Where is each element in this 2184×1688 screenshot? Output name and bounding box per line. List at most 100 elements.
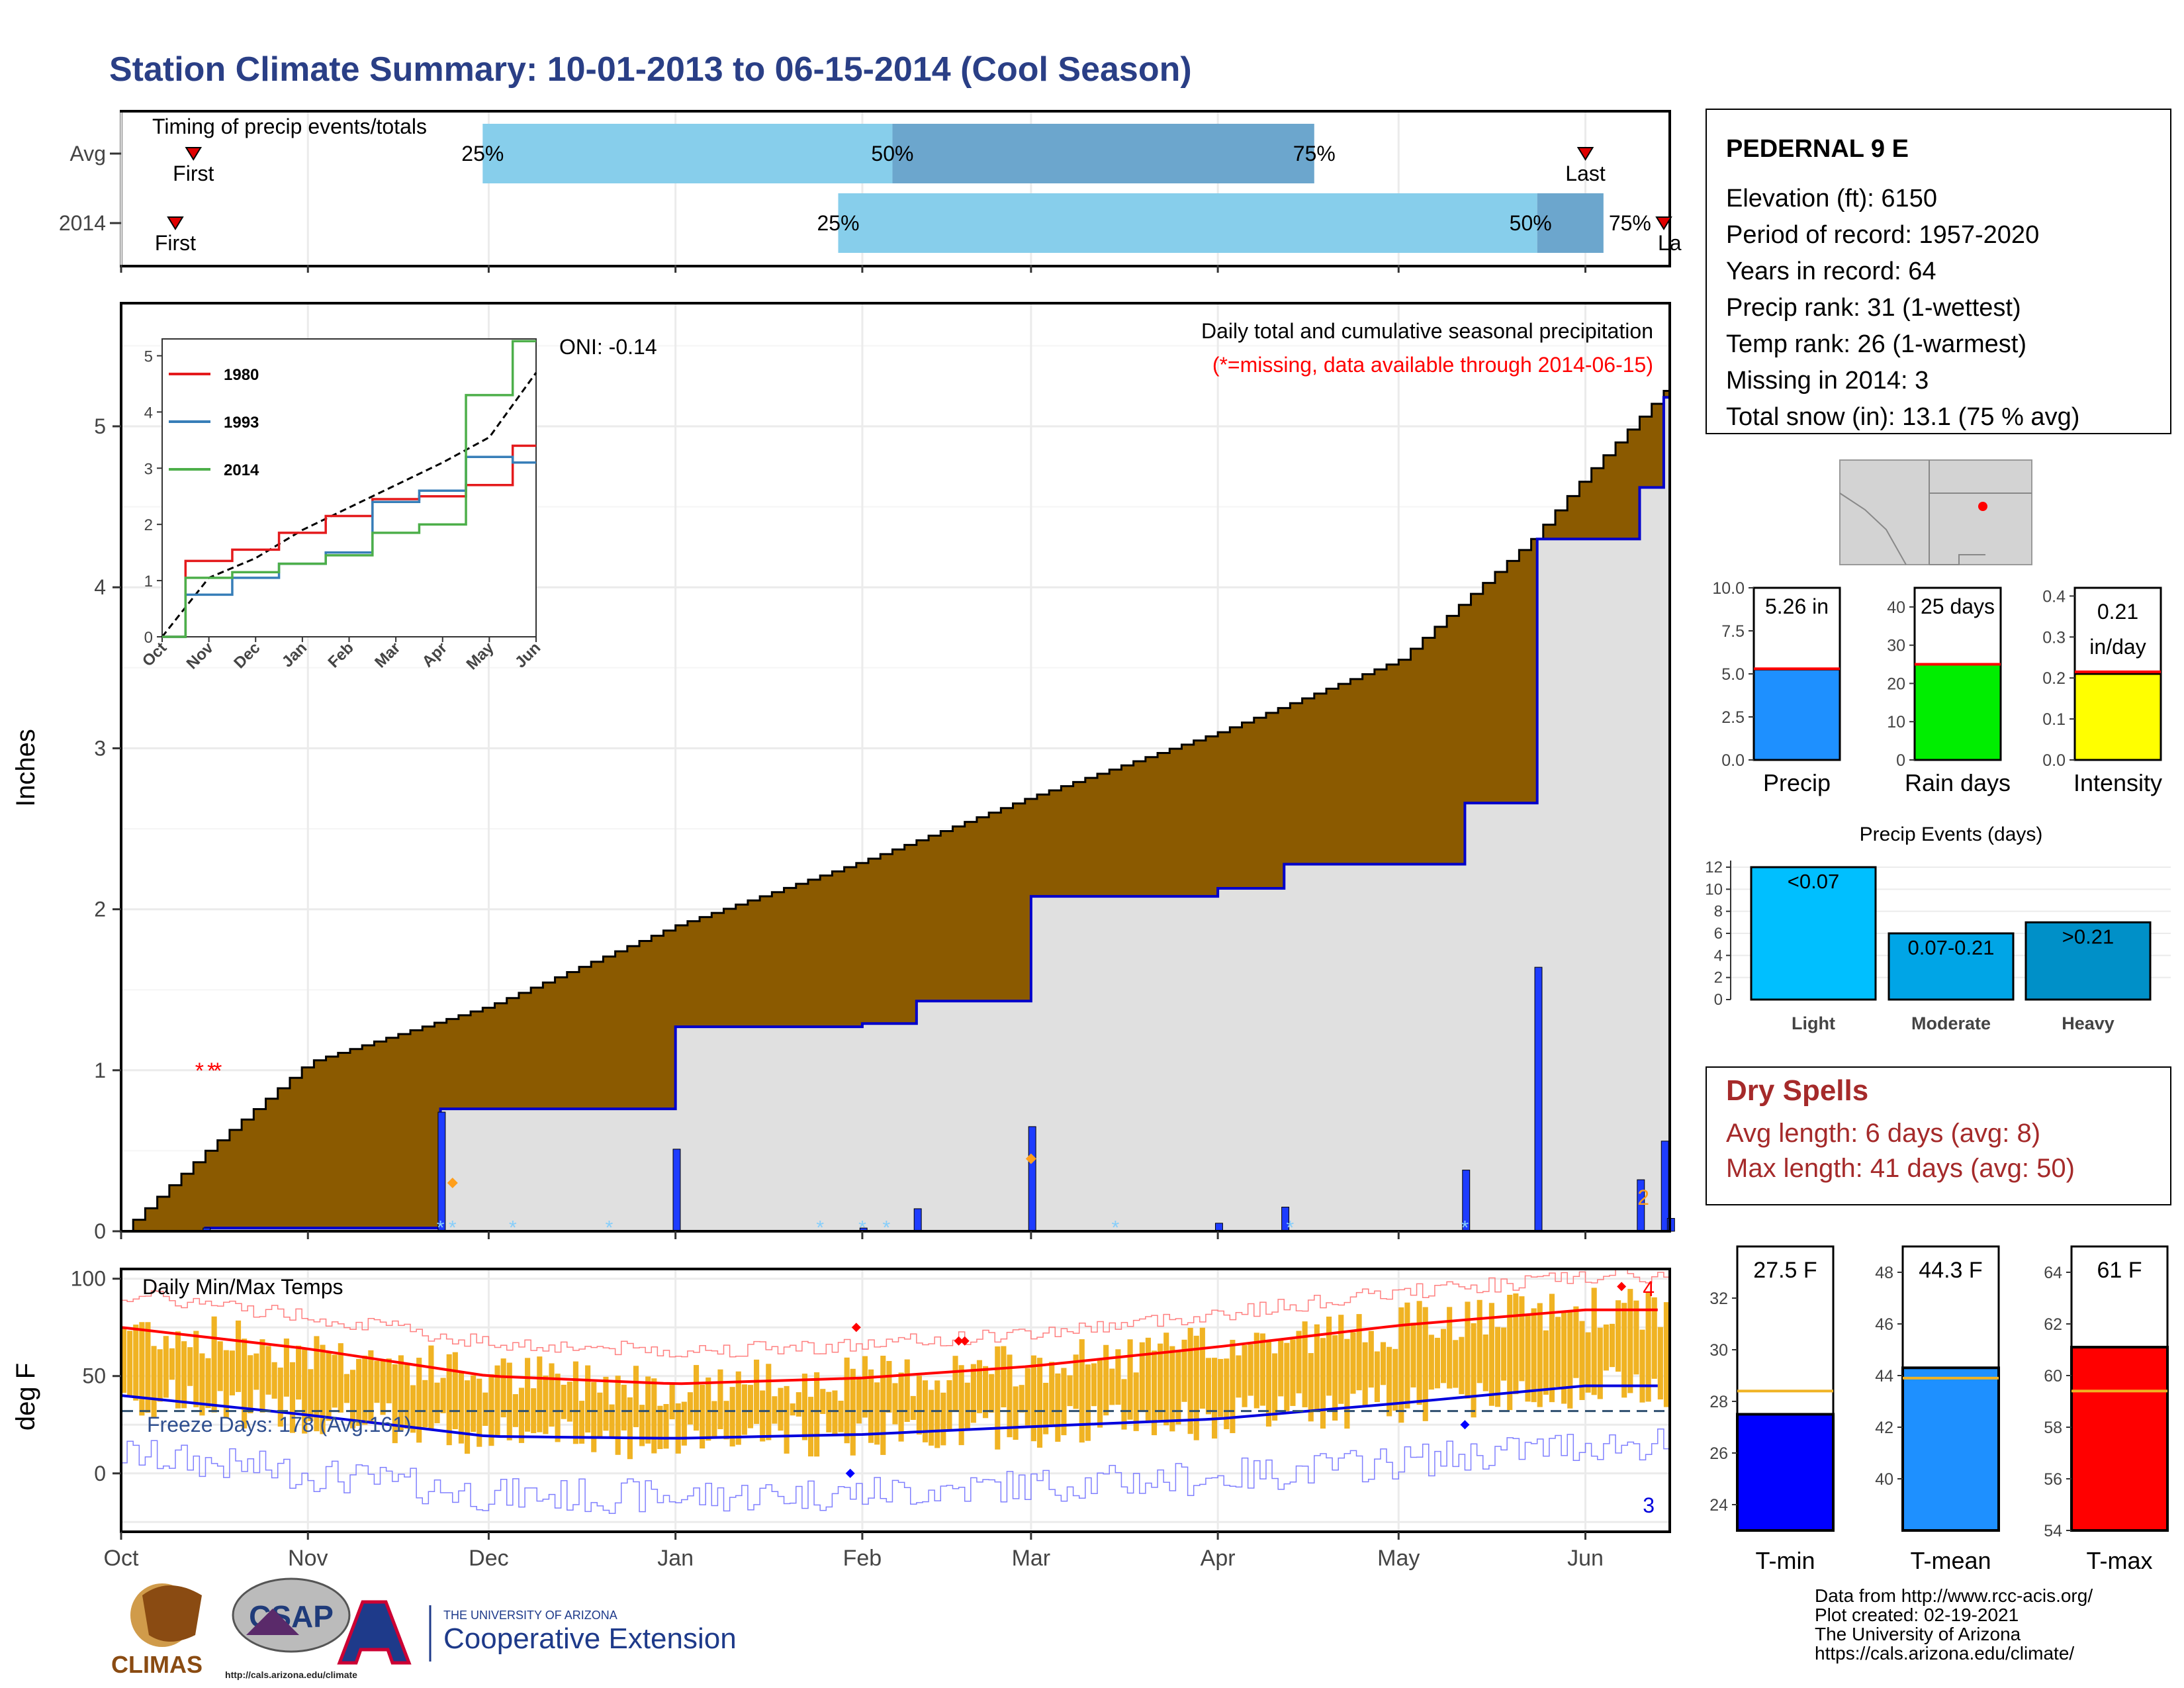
record-high-marker	[851, 1323, 861, 1333]
daily-temp-bar	[1332, 1335, 1338, 1421]
daily-precip-bar	[1661, 1141, 1669, 1232]
temp-bar-value	[1901, 1366, 2000, 1532]
station-info-box: PEDERNAL 9 E Elevation (ft): 6150 Period…	[1706, 109, 2171, 434]
station-total-snow: Total snow (in): 13.1 (75 % avg)	[1726, 403, 2079, 431]
daily-temp-bar	[874, 1382, 880, 1445]
mini-bar-value-label: 5.26 in	[1765, 594, 1829, 618]
daily-temp-bar	[639, 1405, 645, 1446]
daily-temp-bar	[1591, 1288, 1597, 1395]
daily-temp-bar	[428, 1345, 434, 1429]
mini-bar-tick-label: 0.3	[2042, 628, 2066, 647]
daily-temp-bar	[1416, 1301, 1422, 1405]
dry-spells-avg: Avg length: 6 days (avg: 8)	[1726, 1119, 2040, 1148]
temp-ytick-label: 50	[82, 1364, 106, 1388]
daily-temp-bar	[1374, 1351, 1380, 1403]
mini-bar-tick-label: 0	[1896, 751, 1905, 770]
ua-big-text: Cooperative Extension	[443, 1622, 737, 1655]
temp-xtick-label: Feb	[843, 1546, 882, 1571]
daily-temp-bar	[916, 1376, 922, 1435]
station-elevation: Elevation (ft): 6150	[1726, 185, 1937, 212]
daily-temp-bar	[1350, 1332, 1356, 1394]
precip-corner-count: 2	[1637, 1186, 1649, 1209]
events-category-label: Light	[1792, 1013, 1835, 1033]
daily-temp-bar	[868, 1369, 874, 1443]
daily-temp-bar	[862, 1356, 868, 1418]
daily-temp-bar	[1109, 1368, 1115, 1405]
daily-temp-bar	[248, 1355, 253, 1413]
daily-temp-bar	[1230, 1340, 1236, 1433]
temp-xtick-label: Jun	[1567, 1546, 1604, 1571]
temp-bar-tick-label: 48	[1875, 1264, 1893, 1282]
temp-bar-category: T-max	[2086, 1547, 2152, 1574]
daily-temp-bar	[368, 1350, 374, 1423]
daily-temp-bar	[1633, 1300, 1639, 1375]
daily-temp-bar	[1447, 1307, 1453, 1389]
daily-temp-bar	[488, 1374, 494, 1446]
timing-bar-q1	[482, 124, 893, 183]
daily-temp-bar	[572, 1361, 578, 1444]
daily-temp-bar	[199, 1353, 205, 1416]
inset-ytick-label: 1	[144, 573, 153, 590]
record-low-marker	[845, 1468, 855, 1478]
mini-bar-value	[2073, 673, 2162, 761]
daily-temp-bar	[1049, 1362, 1055, 1426]
snow-event-marker: *	[606, 1217, 614, 1239]
daily-temp-bar	[1265, 1340, 1272, 1427]
temp-title: Daily Min/Max Temps	[142, 1275, 343, 1299]
events-title: Precip Events (days)	[1860, 823, 2043, 845]
last-event-label: Last	[1565, 162, 1606, 185]
temp-bar-tick-label: 40	[1875, 1470, 1893, 1489]
daily-temp-bar	[121, 1327, 127, 1393]
daily-temp-bar	[500, 1358, 506, 1418]
daily-temp-bar	[1019, 1385, 1024, 1413]
daily-temp-bar	[1627, 1289, 1633, 1393]
daily-temp-bar	[235, 1320, 242, 1392]
daily-temp-bar	[1609, 1323, 1615, 1368]
daily-temp-bar	[494, 1365, 500, 1437]
snow-event-marker: *	[1287, 1217, 1295, 1239]
daily-temp-bar	[1326, 1316, 1332, 1396]
temp-xtick-label: Oct	[104, 1546, 139, 1571]
daily-temp-bar	[807, 1397, 814, 1457]
daily-temp-bar	[362, 1355, 368, 1425]
daily-temp-bar	[193, 1331, 199, 1407]
daily-temp-bar	[1482, 1334, 1488, 1391]
daily-temp-bar	[705, 1377, 711, 1441]
last-event-label: La	[1658, 231, 1682, 255]
daily-temp-bar	[741, 1384, 747, 1435]
temp-count-top: 4	[1643, 1277, 1655, 1301]
daily-temp-bar	[464, 1380, 471, 1454]
inset-legend-label: 1980	[224, 366, 259, 384]
temp-bar-value-label: 44.3 F	[1919, 1258, 1982, 1283]
record-day-marker	[447, 1178, 458, 1189]
daily-temp-bar	[1036, 1358, 1043, 1448]
mini-bar-tick-label: 30	[1887, 637, 1905, 655]
daily-temp-bar	[1404, 1302, 1410, 1409]
events-bar-label: >0.21	[2062, 925, 2114, 948]
daily-temp-bar	[1338, 1315, 1344, 1404]
daily-temp-bar	[591, 1382, 597, 1452]
daily-temp-bar	[1212, 1358, 1218, 1439]
events-bar	[2025, 921, 2152, 1001]
daily-temp-bar	[1657, 1327, 1663, 1400]
daily-temp-bar	[242, 1338, 248, 1429]
daily-temp-bar	[1567, 1312, 1573, 1409]
daily-temp-bar	[349, 1370, 356, 1429]
daily-temp-bar	[163, 1336, 169, 1398]
temp-bar-tick-label: 46	[1875, 1315, 1893, 1334]
daily-temp-bar	[1013, 1386, 1019, 1440]
mini-bar-tick-label: 7.5	[1721, 622, 1745, 641]
daily-temp-bar	[338, 1343, 343, 1413]
daily-temp-bar	[747, 1385, 754, 1429]
mini-bar-tick-label: 10.0	[1712, 579, 1745, 598]
daily-temp-bar	[723, 1401, 729, 1440]
precip-cumulative-line	[121, 384, 1671, 1233]
daily-temp-bar	[205, 1358, 211, 1409]
daily-temp-bar	[1603, 1324, 1609, 1371]
daily-temp-bar	[410, 1385, 416, 1433]
events-bar-label: <0.07	[1788, 870, 1839, 893]
station-temp-rank: Temp rank: 26 (1-warmest)	[1726, 330, 2026, 358]
daily-temp-bar	[983, 1366, 989, 1419]
dry-spells-frame	[1706, 1066, 2171, 1205]
daily-temp-bar	[760, 1390, 766, 1442]
